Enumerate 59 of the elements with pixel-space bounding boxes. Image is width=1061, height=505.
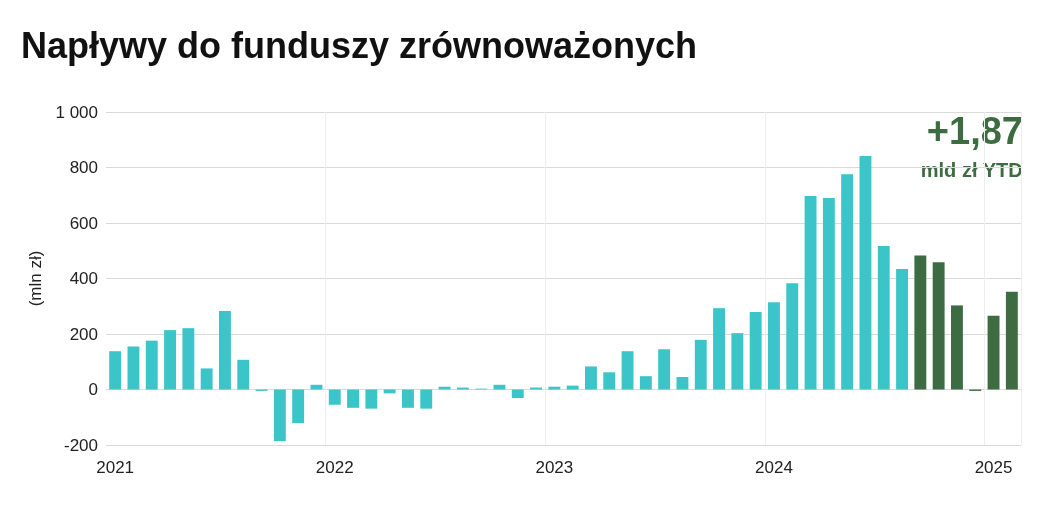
y-tick-label: 200 <box>69 324 98 344</box>
bar <box>987 315 1000 390</box>
x-tick-label: 2021 <box>96 458 135 477</box>
x-tick-label: 2023 <box>535 458 574 477</box>
bar <box>639 376 652 390</box>
bar <box>676 377 689 390</box>
bar <box>145 340 158 390</box>
bar <box>273 389 286 442</box>
bar <box>347 389 359 408</box>
x-tick-label: 2025 <box>974 458 1013 477</box>
bar <box>511 389 524 399</box>
bar <box>292 389 305 424</box>
bar <box>328 389 341 405</box>
bar <box>164 330 176 390</box>
chart-title: Napływy do funduszy zrównoważonych <box>21 24 698 66</box>
bar <box>749 312 762 390</box>
bar <box>402 389 414 408</box>
bar <box>841 174 854 390</box>
bar <box>786 283 799 390</box>
bar <box>420 389 433 409</box>
bar <box>109 351 122 390</box>
annotation: +1,87 <box>926 110 1024 152</box>
bar <box>859 156 872 390</box>
x-tick-label: 2022 <box>315 458 354 477</box>
bar <box>548 386 561 390</box>
y-tick-label: -200 <box>63 435 98 455</box>
bar <box>877 246 890 390</box>
bar <box>219 310 231 390</box>
bar <box>694 339 707 390</box>
bar <box>822 198 835 390</box>
bar <box>438 386 451 390</box>
bar <box>914 255 927 390</box>
bar <box>621 351 634 390</box>
bar <box>951 305 963 390</box>
bar <box>603 372 616 390</box>
y-tick-label: 400 <box>69 269 98 288</box>
x-tick-label: 2024 <box>755 458 793 477</box>
bar <box>932 262 945 390</box>
bar <box>200 368 213 390</box>
bar <box>585 366 597 390</box>
bar <box>804 196 817 390</box>
y-tick-label: 1 000 <box>55 102 98 122</box>
bar <box>896 269 908 390</box>
bar <box>127 346 140 390</box>
bar <box>1005 291 1018 390</box>
bar <box>731 333 744 390</box>
bar <box>658 349 671 390</box>
y-tick-label: 0 <box>88 380 98 399</box>
bar <box>237 359 250 390</box>
y-axis-title: (mln zł) <box>26 250 45 307</box>
bar <box>713 308 725 390</box>
bar <box>310 384 323 390</box>
bar <box>365 389 378 409</box>
bar <box>493 384 506 390</box>
y-tick-label: 600 <box>69 213 98 233</box>
y-tick-label: 800 <box>69 158 98 177</box>
bar <box>768 302 780 390</box>
bar <box>566 385 579 390</box>
bar <box>182 328 195 390</box>
